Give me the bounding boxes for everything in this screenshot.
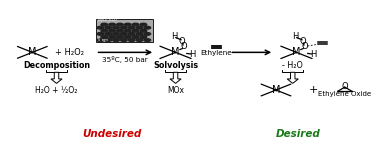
Circle shape bbox=[105, 39, 112, 41]
Circle shape bbox=[132, 30, 139, 32]
Text: H: H bbox=[189, 50, 196, 59]
Text: +: + bbox=[308, 85, 318, 95]
Circle shape bbox=[116, 36, 123, 38]
Text: O: O bbox=[341, 82, 348, 91]
Circle shape bbox=[97, 26, 104, 29]
Circle shape bbox=[109, 36, 115, 38]
Circle shape bbox=[136, 39, 143, 41]
Text: Undesired: Undesired bbox=[83, 129, 142, 139]
Text: Desired: Desired bbox=[276, 129, 321, 139]
Circle shape bbox=[101, 36, 108, 38]
Circle shape bbox=[113, 33, 119, 35]
Text: H: H bbox=[292, 32, 298, 41]
Circle shape bbox=[144, 39, 150, 41]
Circle shape bbox=[124, 36, 131, 38]
Circle shape bbox=[132, 23, 139, 26]
Circle shape bbox=[101, 30, 108, 32]
FancyArrow shape bbox=[51, 72, 62, 83]
Circle shape bbox=[105, 26, 112, 29]
Text: O: O bbox=[178, 37, 185, 46]
Text: M: M bbox=[272, 85, 280, 95]
FancyArrow shape bbox=[287, 72, 298, 83]
Text: 35ºC, 50 bar: 35ºC, 50 bar bbox=[102, 55, 148, 62]
Circle shape bbox=[128, 26, 135, 29]
Circle shape bbox=[136, 33, 143, 35]
Text: MOx: MOx bbox=[167, 86, 184, 95]
Text: M: M bbox=[28, 47, 37, 57]
Circle shape bbox=[121, 39, 127, 41]
Circle shape bbox=[121, 33, 127, 35]
Text: M: M bbox=[292, 47, 301, 57]
Circle shape bbox=[105, 33, 112, 35]
Circle shape bbox=[132, 36, 139, 38]
Text: W-KIT-6(2): W-KIT-6(2) bbox=[98, 18, 118, 22]
FancyArrow shape bbox=[170, 72, 181, 83]
Circle shape bbox=[124, 23, 131, 26]
Circle shape bbox=[116, 30, 123, 32]
Text: H: H bbox=[310, 50, 317, 59]
Circle shape bbox=[128, 39, 135, 41]
Text: 5 nm: 5 nm bbox=[98, 38, 108, 42]
Text: - H₂O: - H₂O bbox=[282, 61, 303, 70]
Circle shape bbox=[113, 26, 119, 29]
Circle shape bbox=[124, 30, 131, 32]
Circle shape bbox=[144, 33, 150, 35]
Text: M: M bbox=[171, 47, 180, 57]
Circle shape bbox=[136, 26, 143, 29]
Circle shape bbox=[101, 23, 108, 26]
Circle shape bbox=[140, 23, 147, 26]
Circle shape bbox=[144, 26, 150, 29]
Text: O: O bbox=[299, 37, 306, 46]
Text: + H₂O₂: + H₂O₂ bbox=[55, 48, 84, 57]
Text: O: O bbox=[302, 42, 308, 51]
Circle shape bbox=[140, 36, 147, 38]
Text: H₂O + ½O₂: H₂O + ½O₂ bbox=[35, 86, 78, 95]
Text: H: H bbox=[171, 32, 177, 41]
Text: Decomposition: Decomposition bbox=[23, 61, 90, 70]
Bar bbox=[96, 19, 153, 42]
Circle shape bbox=[109, 30, 115, 32]
Text: Ethylene: Ethylene bbox=[201, 50, 232, 56]
Circle shape bbox=[128, 33, 135, 35]
Circle shape bbox=[109, 23, 115, 26]
Circle shape bbox=[113, 39, 119, 41]
Text: Ethylene Oxide: Ethylene Oxide bbox=[318, 91, 371, 97]
Circle shape bbox=[140, 30, 147, 32]
Circle shape bbox=[121, 26, 127, 29]
Text: Solvolysis: Solvolysis bbox=[153, 61, 198, 70]
Text: O: O bbox=[181, 42, 187, 51]
Circle shape bbox=[97, 33, 104, 35]
Circle shape bbox=[116, 23, 123, 26]
Circle shape bbox=[97, 39, 104, 41]
